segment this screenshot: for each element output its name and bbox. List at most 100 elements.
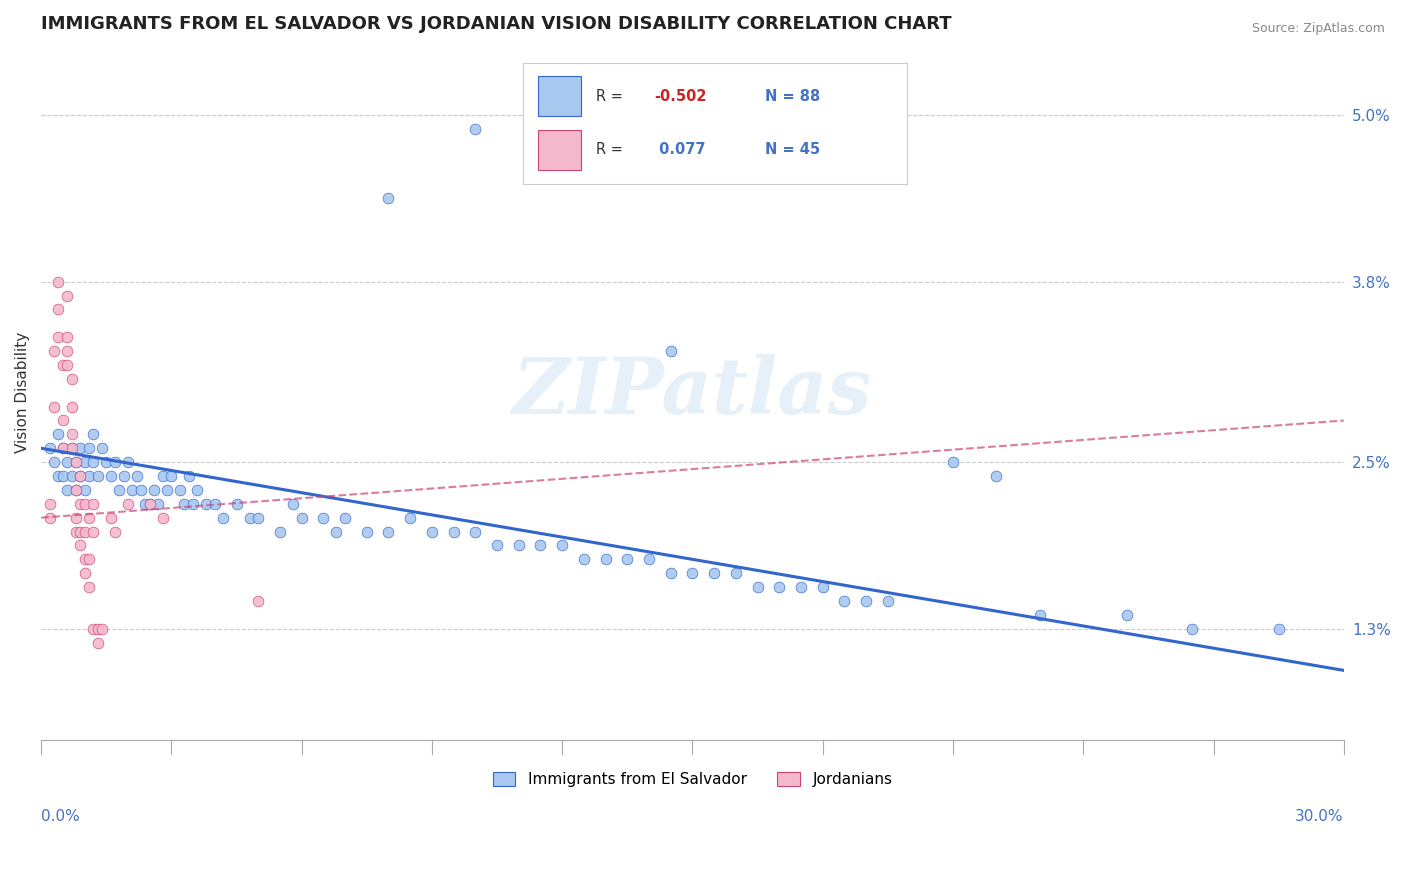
Point — [38, 442, 60, 456]
Point — [464, 524, 486, 539]
Point — [52, 358, 75, 372]
Point — [134, 497, 156, 511]
Point — [572, 552, 595, 566]
Point — [121, 483, 143, 497]
Point — [77, 552, 100, 566]
Point — [48, 302, 70, 317]
Point — [291, 510, 314, 524]
Point — [156, 483, 179, 497]
Point — [104, 524, 127, 539]
Point — [377, 524, 399, 539]
Point — [1267, 622, 1289, 636]
Point — [1181, 622, 1204, 636]
Point — [152, 510, 174, 524]
Point — [69, 497, 91, 511]
Point — [82, 427, 104, 442]
Point — [117, 497, 139, 511]
Point — [420, 524, 443, 539]
Point — [44, 400, 66, 414]
Point — [65, 510, 87, 524]
Point — [38, 510, 60, 524]
Point — [181, 497, 204, 511]
Point — [333, 510, 356, 524]
Point — [212, 510, 235, 524]
Point — [377, 191, 399, 205]
Point — [90, 442, 112, 456]
Point — [790, 580, 813, 594]
Point — [148, 497, 170, 511]
Point — [143, 483, 166, 497]
Text: ZIPatlas: ZIPatlas — [513, 354, 872, 431]
Point — [82, 455, 104, 469]
Point — [56, 455, 79, 469]
Point — [681, 566, 703, 581]
Point — [1029, 607, 1052, 622]
Point — [77, 442, 100, 456]
Point — [247, 594, 270, 608]
Point — [90, 622, 112, 636]
Point — [195, 497, 218, 511]
Point — [77, 469, 100, 483]
Point — [173, 497, 195, 511]
Point — [986, 469, 1008, 483]
Point — [69, 538, 91, 552]
Point — [86, 469, 108, 483]
Point — [747, 580, 769, 594]
Point — [73, 552, 96, 566]
Point — [60, 442, 83, 456]
Point — [768, 580, 790, 594]
Point — [356, 524, 378, 539]
Point — [160, 469, 183, 483]
Point — [238, 510, 260, 524]
Legend: Immigrants from El Salvador, Jordanians: Immigrants from El Salvador, Jordanians — [485, 764, 900, 795]
Point — [60, 372, 83, 386]
Point — [204, 497, 226, 511]
Point — [112, 469, 135, 483]
Point — [177, 469, 200, 483]
Point — [942, 455, 965, 469]
Point — [56, 483, 79, 497]
Point — [77, 580, 100, 594]
Point — [104, 455, 127, 469]
Point — [186, 483, 208, 497]
Point — [56, 330, 79, 344]
Point — [724, 566, 747, 581]
Point — [73, 483, 96, 497]
Point — [60, 469, 83, 483]
Point — [82, 497, 104, 511]
Y-axis label: Vision Disability: Vision Disability — [15, 332, 30, 453]
Text: 30.0%: 30.0% — [1295, 809, 1344, 824]
Point — [551, 538, 574, 552]
Point — [69, 469, 91, 483]
Point — [52, 442, 75, 456]
Point — [73, 455, 96, 469]
Point — [86, 635, 108, 649]
Point — [52, 469, 75, 483]
Point — [325, 524, 347, 539]
Point — [73, 524, 96, 539]
Point — [60, 400, 83, 414]
Point — [269, 524, 291, 539]
Point — [659, 566, 682, 581]
Point — [56, 358, 79, 372]
Point — [486, 538, 509, 552]
Point — [117, 455, 139, 469]
Point — [100, 510, 122, 524]
Point — [595, 552, 617, 566]
Point — [96, 455, 118, 469]
Point — [38, 497, 60, 511]
Point — [125, 469, 148, 483]
Point — [855, 594, 877, 608]
Point — [69, 524, 91, 539]
Point — [616, 552, 638, 566]
Point — [56, 288, 79, 302]
Text: 0.0%: 0.0% — [41, 809, 80, 824]
Point — [69, 469, 91, 483]
Point — [73, 497, 96, 511]
Point — [65, 455, 87, 469]
Point — [48, 469, 70, 483]
Point — [65, 483, 87, 497]
Point — [108, 483, 131, 497]
Point — [811, 580, 834, 594]
Point — [56, 344, 79, 359]
